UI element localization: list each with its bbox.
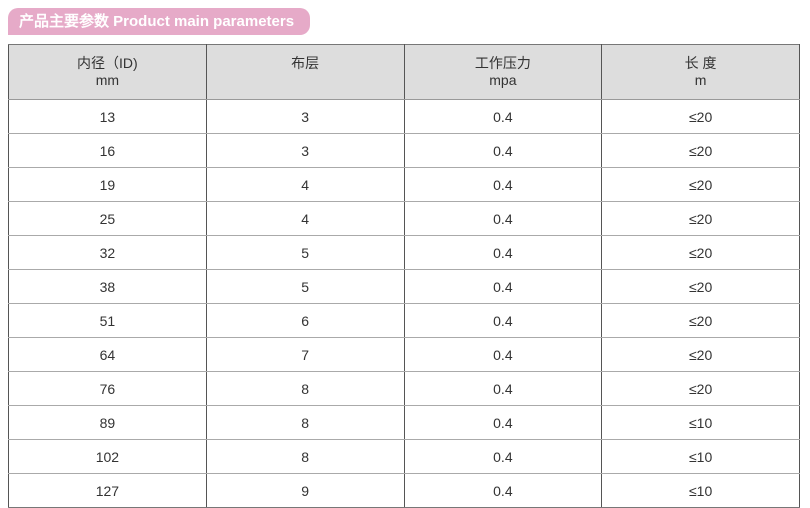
header-unit — [208, 72, 403, 89]
header-label: 布层 — [291, 55, 320, 71]
table-cell: 51 — [8, 303, 207, 338]
table-cell: 13 — [8, 99, 207, 134]
table-cell: 25 — [8, 201, 207, 236]
table-cell: 127 — [8, 473, 207, 508]
table-cell: 3 — [205, 99, 405, 134]
table-cell: 0.4 — [403, 337, 603, 372]
table-cell: 32 — [8, 235, 207, 270]
table-cell: 0.4 — [403, 99, 603, 134]
table-cell: 0.4 — [403, 371, 603, 406]
table-row: 127 9 0.4 ≤10 — [8, 473, 800, 508]
table-cell: 0.4 — [403, 439, 603, 474]
header-label: 工作压力 — [474, 55, 531, 71]
table-row: 89 8 0.4 ≤10 — [8, 405, 800, 440]
table-cell: ≤20 — [601, 337, 800, 372]
header-unit: m — [694, 72, 707, 88]
table-row: 51 6 0.4 ≤20 — [8, 303, 800, 338]
table-cell: 16 — [8, 133, 207, 168]
table-cell: ≤20 — [601, 303, 800, 338]
table-cell: ≤20 — [601, 99, 800, 134]
table-cell: 0.4 — [403, 269, 603, 304]
column-header: 布层 — [205, 44, 405, 100]
table-cell: 64 — [8, 337, 207, 372]
table-cell: ≤20 — [601, 235, 800, 270]
table-row: 19 4 0.4 ≤20 — [8, 167, 800, 202]
table-cell: 102 — [8, 439, 207, 474]
table-cell: 7 — [205, 337, 405, 372]
table-row: 13 3 0.4 ≤20 — [8, 99, 800, 134]
table-cell: 0.4 — [403, 235, 603, 270]
table-cell: 0.4 — [403, 167, 603, 202]
table-cell: ≤20 — [601, 167, 800, 202]
table-cell: ≤20 — [601, 371, 800, 406]
table-cell: 3 — [205, 133, 405, 168]
table-cell: ≤10 — [601, 405, 800, 440]
table-cell: 89 — [8, 405, 207, 440]
header-unit: mm — [95, 72, 120, 88]
column-header: 内径（ID) mm — [8, 44, 207, 100]
table-cell: 0.4 — [403, 201, 603, 236]
column-header: 工作压力 mpa — [403, 44, 603, 100]
table-cell: 4 — [205, 201, 405, 236]
table-cell: 0.4 — [403, 303, 603, 338]
table-cell: 19 — [8, 167, 207, 202]
table-cell: 6 — [205, 303, 405, 338]
table-row: 64 7 0.4 ≤20 — [8, 337, 800, 372]
table-cell: 8 — [205, 371, 405, 406]
table-cell: ≤20 — [601, 133, 800, 168]
table-cell: 9 — [205, 473, 405, 508]
table-cell: ≤10 — [601, 473, 800, 508]
table-cell: 5 — [205, 235, 405, 270]
table-cell: 0.4 — [403, 133, 603, 168]
table-cell: 8 — [205, 405, 405, 440]
table-cell: ≤20 — [601, 269, 800, 304]
table-row: 76 8 0.4 ≤20 — [8, 371, 800, 406]
table-cell: 5 — [205, 269, 405, 304]
table-cell: 76 — [8, 371, 207, 406]
table-row: 102 8 0.4 ≤10 — [8, 439, 800, 474]
table-cell: ≤20 — [601, 201, 800, 236]
table-cell: 0.4 — [403, 473, 603, 508]
table-row: 16 3 0.4 ≤20 — [8, 133, 800, 168]
table-row: 32 5 0.4 ≤20 — [8, 235, 800, 270]
table-cell: 4 — [205, 167, 405, 202]
table-row: 25 4 0.4 ≤20 — [8, 201, 800, 236]
header-label: 内径（ID) — [77, 55, 138, 71]
table-cell: 38 — [8, 269, 207, 304]
table-cell: 0.4 — [403, 405, 603, 440]
table-cell: 8 — [205, 439, 405, 474]
header-label: 长 度 — [684, 55, 717, 71]
header-unit: mpa — [489, 72, 517, 88]
section-title-banner: 产品主要参数 Product main parameters — [8, 8, 310, 35]
table-row: 38 5 0.4 ≤20 — [8, 269, 800, 304]
table-cell: ≤10 — [601, 439, 800, 474]
